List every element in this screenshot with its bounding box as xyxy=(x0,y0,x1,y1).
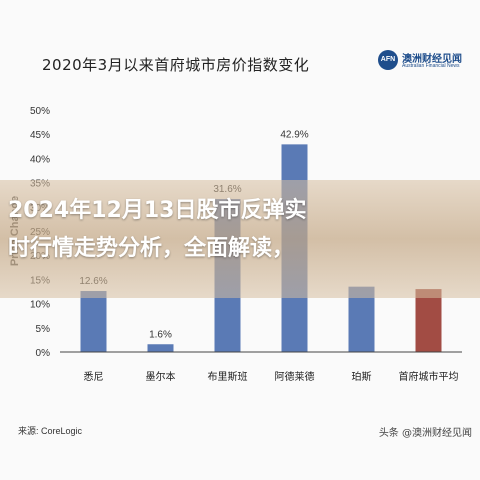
x-category-label: 布里斯班 xyxy=(208,370,248,383)
y-tick-label: 40% xyxy=(30,154,50,165)
y-tick-label: 0% xyxy=(36,348,51,359)
logo-badge-icon: AFN xyxy=(378,50,398,70)
chart-title: 2020年3月以来首府城市房价指数变化 xyxy=(42,56,310,74)
data-label: 1.6% xyxy=(149,329,172,340)
watermark: 头条 @澳洲财经见闻 xyxy=(378,428,472,439)
headline-text: 2024年12月13日股市反弹实 时行情走势分析，全面解读， xyxy=(8,192,474,268)
x-category-label: 悉尼 xyxy=(84,371,104,383)
x-category-label: 墨尔本 xyxy=(146,370,176,383)
headline-line-1: 2024年12月13日股市反弹实 xyxy=(8,198,307,223)
y-tick-label: 10% xyxy=(30,300,50,311)
bar xyxy=(147,344,174,352)
x-category-label: 珀斯 xyxy=(352,370,372,383)
headline-line-2: 时行情走势分析，全面解读， xyxy=(8,236,295,261)
y-tick-label: 50% xyxy=(30,106,50,117)
bar xyxy=(415,289,442,352)
x-category-label: 首府城市平均 xyxy=(399,370,459,383)
logo-chinese-name: 澳洲财经见闻 xyxy=(402,54,462,65)
data-label: 42.9% xyxy=(280,129,308,140)
x-category-label: 阿德莱德 xyxy=(275,370,315,383)
headline-overlay xyxy=(0,180,480,298)
publisher-logo: AFN 澳洲财经见闻 Australian Financial News xyxy=(378,50,468,72)
y-tick-label: 5% xyxy=(36,324,51,335)
x-categories: 悉尼 墨尔本 布里斯班 阿德莱德 珀斯 首府城市平均 xyxy=(84,370,459,383)
y-tick-label: 45% xyxy=(30,130,50,141)
logo-english-name: Australian Financial News xyxy=(402,63,460,69)
bar xyxy=(80,291,107,352)
source-note: 来源: CoreLogic xyxy=(18,426,83,436)
